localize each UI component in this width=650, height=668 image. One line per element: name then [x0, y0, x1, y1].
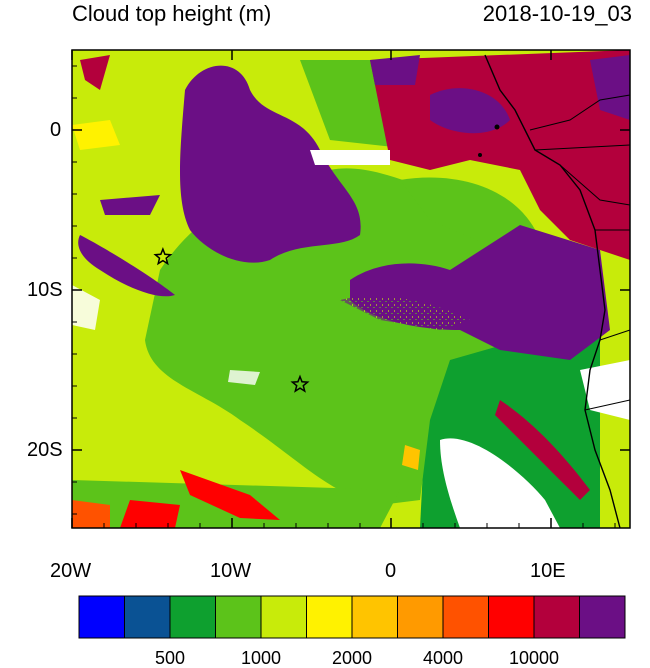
colorbar-label-4000: 4000 — [422, 648, 464, 668]
colorbar-label-1000: 1000 — [240, 648, 282, 668]
africa-coastline — [484, 54, 621, 529]
x-label-10w: 10W — [210, 560, 252, 582]
map-fill-layer — [72, 50, 630, 528]
x-label-0: 0 — [385, 560, 397, 582]
chart-datetime: 2018-10-19_03 — [482, 1, 632, 26]
crimson-nw — [80, 55, 110, 90]
clear-sky-center — [228, 370, 260, 385]
star-marker-1 — [153, 247, 173, 266]
colorbar-label-2000: 2000 — [331, 648, 373, 668]
island-bioko — [494, 124, 500, 130]
y-label-10s: 10S — [27, 279, 63, 301]
purple-inland-2 — [590, 55, 630, 120]
colorbar-label-10000: 10000 — [508, 648, 560, 668]
colorbar-swatch-0 — [78, 595, 125, 639]
green-cloud-patch — [400, 177, 540, 250]
purple-small-patch — [100, 195, 160, 215]
crimson-streak-south — [495, 400, 590, 500]
colorbar-swatch-6 — [351, 595, 398, 639]
country-borders — [529, 94, 631, 411]
purple-streak — [78, 235, 175, 297]
colorbar-swatch-9 — [488, 595, 535, 639]
y-label-20s: 20S — [27, 439, 63, 461]
x-label-10e: 10E — [530, 560, 566, 582]
colorbar-swatch-5 — [306, 595, 353, 639]
clear-sky-west — [72, 285, 100, 330]
orange-patch-sw — [72, 500, 110, 528]
star-marker-2 — [290, 374, 310, 393]
orange-patch-mid — [402, 445, 420, 470]
colorbar-label-500: 500 — [154, 648, 186, 668]
colorbar-swatch-2 — [169, 595, 216, 639]
speckle-region — [340, 296, 470, 330]
colorbar-swatch-1 — [124, 595, 171, 639]
colorbar-swatch-11 — [579, 595, 626, 639]
island-sao-tome — [478, 153, 482, 157]
clear-sky-north — [310, 150, 390, 165]
colorbar-swatch-10 — [533, 595, 580, 639]
purple-inland-3 — [370, 55, 420, 85]
clear-sky-south — [440, 438, 560, 528]
axis-ticks — [71, 50, 630, 528]
red-patch-south-2 — [120, 500, 180, 528]
map-frame — [71, 49, 631, 529]
clear-sky-east — [580, 360, 630, 420]
colorbar — [78, 595, 626, 639]
purple-cloud-west — [180, 65, 361, 263]
star-markers — [153, 247, 310, 393]
x-label-20w: 20W — [50, 560, 92, 582]
y-label-0: 0 — [50, 119, 62, 141]
yellow-patch-1 — [72, 120, 120, 150]
purple-cloud-east — [350, 225, 610, 360]
colorbar-swatch-7 — [397, 595, 444, 639]
axis-minor-ticks — [72, 65, 616, 528]
colorbar-swatch-8 — [442, 595, 489, 639]
chart-title: Cloud top height (m) — [72, 1, 272, 26]
colorbar-swatch-3 — [215, 595, 262, 639]
colorbar-swatch-4 — [260, 595, 307, 639]
purple-inland-1 — [430, 88, 510, 134]
red-patch-south — [180, 470, 280, 520]
